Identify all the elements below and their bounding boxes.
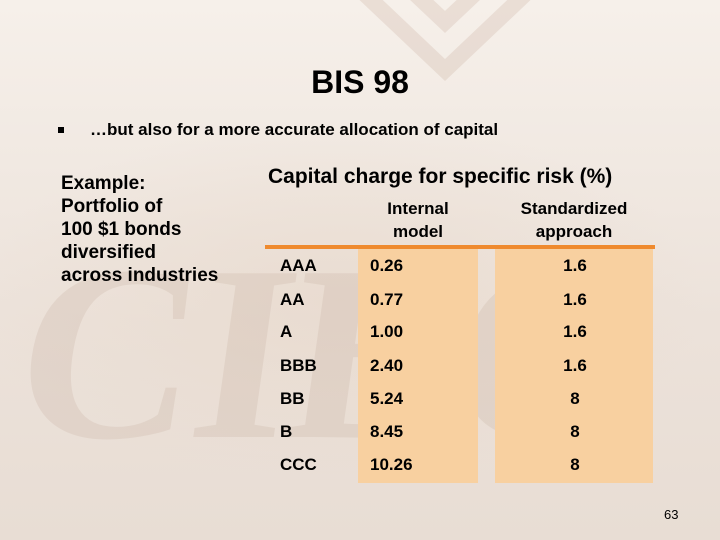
standardized-cell: 1.6 — [563, 256, 587, 275]
header-internal-model: Internal model — [358, 197, 478, 243]
internal-cell: 8.45 — [370, 422, 404, 441]
table-row: B 8.45 8 — [280, 422, 660, 452]
header-line: Internal — [387, 199, 449, 218]
example-line: 100 $1 bonds — [61, 219, 182, 240]
rating-cell: BBB — [280, 356, 317, 375]
internal-cell: 10.26 — [370, 455, 413, 474]
table-row: CCC 10.26 8 — [280, 455, 660, 485]
header-line: approach — [535, 222, 613, 241]
standardized-cell: 8 — [570, 389, 580, 408]
standardized-cell: 1.6 — [563, 322, 587, 341]
standardized-column-highlight — [495, 248, 653, 483]
table-row: AAA 0.26 1.6 — [280, 256, 660, 286]
rating-cell: B — [280, 422, 293, 441]
example-description: Example: Portfolio of 100 $1 bonds diver… — [61, 172, 251, 287]
table-row: AA 0.77 1.6 — [280, 290, 660, 320]
table-row: BBB 2.40 1.6 — [280, 356, 660, 386]
slide-title: BIS 98 — [311, 64, 409, 100]
bullet-text: …but also for a more accurate allocation… — [90, 120, 499, 139]
example-line: Example: — [61, 173, 146, 194]
example-line: across industries — [61, 265, 219, 286]
rating-cell: BB — [280, 389, 305, 408]
square-bullet-icon — [58, 127, 64, 133]
logo-watermark-icon — [359, 0, 531, 82]
internal-cell: 0.77 — [370, 290, 404, 309]
rating-cell: A — [280, 322, 293, 341]
table-caption: Capital charge for specific risk (%) — [268, 165, 613, 188]
standardized-cell: 1.6 — [563, 290, 587, 309]
internal-cell: 0.26 — [370, 256, 404, 275]
header-standardized-approach: Standardized approach — [495, 197, 653, 243]
header-line: Standardized — [520, 199, 628, 218]
standardized-cell: 8 — [570, 455, 580, 474]
internal-column-highlight — [358, 248, 478, 483]
standardized-cell: 1.6 — [563, 356, 587, 375]
rating-cell: AAA — [280, 256, 317, 275]
standardized-cell: 8 — [570, 422, 580, 441]
table-row: BB 5.24 8 — [280, 389, 660, 419]
internal-cell: 5.24 — [370, 389, 404, 408]
example-line: diversified — [61, 242, 157, 263]
example-line: Portfolio of — [61, 196, 163, 217]
internal-cell: 1.00 — [370, 322, 404, 341]
header-divider — [265, 245, 655, 249]
table-row: A 1.00 1.6 — [280, 322, 660, 352]
rating-cell: AA — [280, 290, 305, 309]
internal-cell: 2.40 — [370, 356, 404, 375]
rating-cell: CCC — [280, 455, 317, 474]
header-line: model — [392, 222, 444, 241]
page-number: 63 — [664, 507, 679, 522]
